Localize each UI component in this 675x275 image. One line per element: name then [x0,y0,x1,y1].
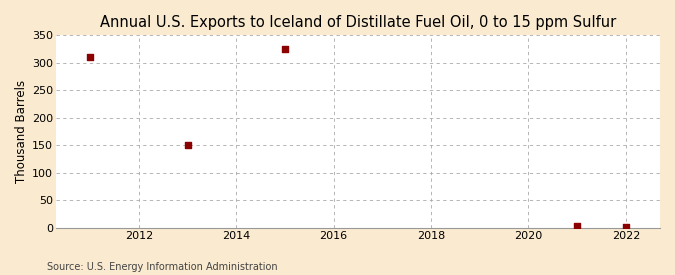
Point [182,143,193,148]
Title: Annual U.S. Exports to Iceland of Distillate Fuel Oil, 0 to 15 ppm Sulfur: Annual U.S. Exports to Iceland of Distil… [100,15,616,30]
Point [620,225,631,229]
Y-axis label: Thousand Barrels: Thousand Barrels [15,80,28,183]
Text: Source: U.S. Energy Information Administration: Source: U.S. Energy Information Administ… [47,262,278,272]
Point [572,224,583,229]
Point [85,55,96,60]
Point [279,47,290,51]
